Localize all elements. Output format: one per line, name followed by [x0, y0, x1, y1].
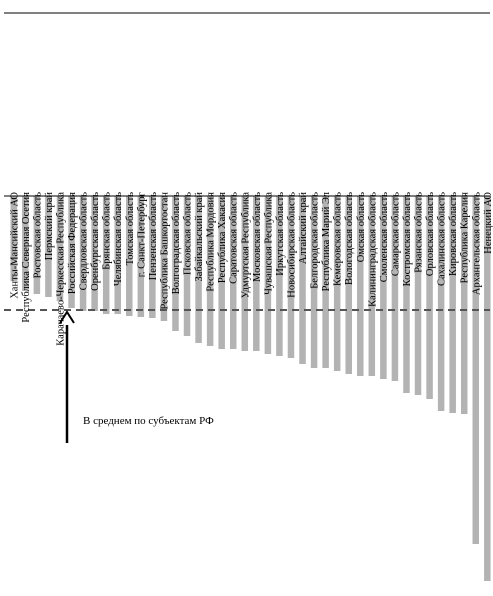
annotation-text: В среднем по субъектам РФ — [83, 415, 214, 427]
category-label-20: Саратовская область — [229, 192, 240, 284]
category-label-26: Алтайский край — [298, 192, 309, 264]
category-label-25: Новосибирская область — [286, 192, 297, 298]
category-label-18: Республика Мордовия — [206, 192, 217, 292]
category-label-14: Республика Башкортостан — [159, 192, 170, 310]
annotation-arrow-head — [59, 310, 75, 324]
category-label-1: Ханты-Мансийский АО — [9, 192, 20, 299]
bar-25 — [287, 196, 295, 358]
bar-13 — [149, 196, 156, 318]
category-label-37: Орловская область — [425, 192, 436, 276]
category-label-5: Карачаево-Черкесская Республика — [55, 192, 66, 346]
bar-2 — [22, 196, 29, 291]
category-label-42: Ненецкий АО — [483, 192, 493, 254]
bar-5 — [56, 196, 64, 301]
bar-15 — [172, 196, 179, 331]
bar-1 — [10, 196, 18, 281]
bar-8 — [91, 196, 98, 311]
category-label-35: Костромская область — [402, 192, 413, 287]
bar-24 — [276, 196, 283, 356]
bar-38 — [437, 196, 445, 411]
bar-28 — [322, 196, 329, 368]
bar-29 — [333, 196, 341, 371]
category-label-17: Забайкальский край — [194, 192, 205, 282]
category-label-13: Пензенская область — [148, 192, 159, 280]
category-label-9: Брянская область — [102, 192, 113, 270]
bar-17 — [195, 196, 202, 343]
category-label-6: Российская Федерация — [67, 192, 78, 294]
bar-35 — [403, 196, 410, 393]
bar-7 — [79, 196, 87, 311]
category-label-7: Свердловская область — [79, 192, 90, 291]
bar-18 — [206, 196, 214, 346]
category-label-36: Рязанская область — [414, 192, 425, 273]
bar-33 — [380, 196, 387, 379]
bar-10 — [114, 196, 121, 314]
category-label-34: Самарская область — [390, 192, 401, 276]
bar-30 — [345, 196, 352, 374]
bar-23 — [264, 196, 272, 354]
category-label-38: Сахалинская область — [437, 192, 448, 286]
category-label-16: Псковская область — [183, 192, 194, 275]
category-label-40: Республика Карелия — [460, 192, 471, 283]
category-label-4: Пермский край — [44, 192, 55, 261]
category-label-12: г. Санкт-Петербург — [136, 191, 147, 277]
bar-9 — [102, 196, 110, 314]
category-label-32: Калининградская область — [367, 192, 378, 307]
category-label-27: Белгородская область — [310, 192, 321, 289]
category-label-22: Московская область — [252, 192, 263, 282]
bar-11 — [126, 196, 133, 316]
bar-40 — [460, 196, 468, 414]
category-labels-group: Ханты-Мансийский АО Республика Северная О… — [9, 191, 493, 345]
bar-42 — [484, 196, 491, 581]
bar-37 — [426, 196, 433, 399]
category-label-31: Омская область — [356, 192, 367, 262]
bar-20 — [229, 196, 237, 349]
bar-21 — [241, 196, 249, 351]
bar-14 — [160, 196, 168, 321]
category-label-29: Кемеровская область — [333, 192, 344, 286]
bar-34 — [391, 196, 399, 381]
category-label-19: Республика Хакасия — [217, 192, 228, 283]
bar-22 — [253, 196, 260, 351]
bar-3 — [33, 196, 41, 294]
bar-12 — [137, 196, 145, 317]
bar-41 — [472, 196, 480, 544]
bar-36 — [414, 196, 422, 395]
category-label-23: Чувашская Республика — [263, 192, 274, 295]
bar-27 — [310, 196, 318, 368]
bar-26 — [299, 196, 306, 364]
category-label-8: Оренбургская область — [90, 192, 101, 291]
category-label-41: Архангельская область — [471, 192, 482, 295]
bars-group — [10, 196, 491, 581]
bar-31 — [357, 196, 364, 376]
category-label-21: Удмуртская Республика — [240, 192, 251, 299]
category-label-11: Томская область — [125, 192, 136, 266]
category-label-3: Ростовская область — [32, 192, 43, 279]
category-label-30: Вологодская область — [344, 192, 355, 285]
category-label-28: Республика Марий Эл — [321, 192, 332, 291]
category-label-15: Волгоградская область — [171, 192, 182, 294]
category-label-10: Челябинская область — [113, 192, 124, 286]
category-label-39: Кировская область — [448, 192, 459, 276]
category-label-24: Иркутская область — [275, 192, 286, 276]
bar-16 — [183, 196, 191, 336]
category-label-2: Республика Северная Осетия — [21, 192, 32, 323]
bar-19 — [218, 196, 225, 349]
bar-39 — [449, 196, 456, 413]
category-label-33: Смоленская область — [379, 192, 390, 282]
bar-32 — [368, 196, 376, 376]
bar-4 — [45, 196, 52, 297]
bar-6 — [68, 196, 75, 308]
